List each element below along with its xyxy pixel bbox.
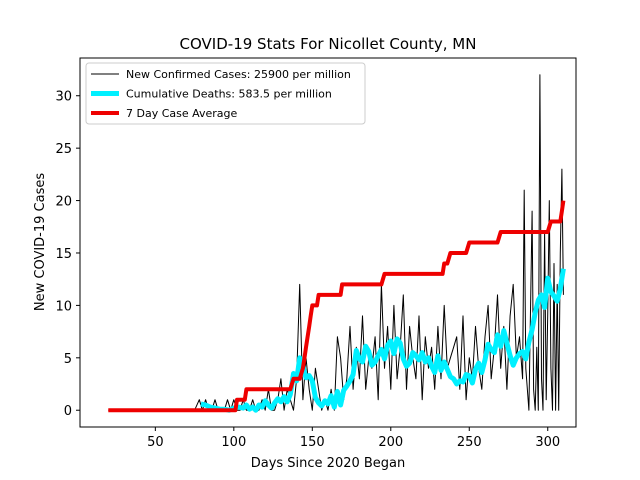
legend: New Confirmed Cases: 25900 per million Cu… (85, 62, 366, 125)
y-tick-label: 30 (55, 90, 72, 105)
x-axis-label: Days Since 2020 Began (251, 456, 406, 471)
y-axis: 0 5 10 15 20 25 30 (55, 90, 80, 419)
y-tick-label: 25 (55, 142, 72, 157)
legend-label-2: Cumulative Deaths: 583.5 per million (126, 88, 332, 101)
y-tick-label: 15 (55, 247, 72, 262)
y-axis-label: New COVID-19 Cases (33, 173, 48, 311)
y-tick-label: 20 (55, 195, 72, 210)
x-tick-label: 150 (300, 435, 325, 450)
x-tick-label: 50 (147, 435, 164, 450)
x-tick-label: 300 (535, 435, 560, 450)
legend-box (85, 62, 366, 125)
y-tick-label: 5 (64, 352, 72, 367)
y-tick-label: 0 (64, 404, 72, 419)
series-layer (108, 74, 566, 413)
plot-frame (79, 57, 577, 428)
y-tick-label: 10 (55, 299, 72, 314)
series-line-3 (108, 200, 566, 413)
chart-title: COVID-19 Stats For Nicollet County, MN (180, 35, 477, 53)
x-tick-label: 100 (221, 435, 246, 450)
legend-label-3: 7 Day Case Average (126, 107, 238, 120)
x-tick-label: 250 (457, 435, 482, 450)
legend-label-1: New Confirmed Cases: 25900 per million (126, 68, 351, 81)
series-line-2 (200, 268, 566, 413)
x-axis: 50 100 150 200 250 300 (147, 427, 560, 450)
x-tick-label: 200 (378, 435, 403, 450)
